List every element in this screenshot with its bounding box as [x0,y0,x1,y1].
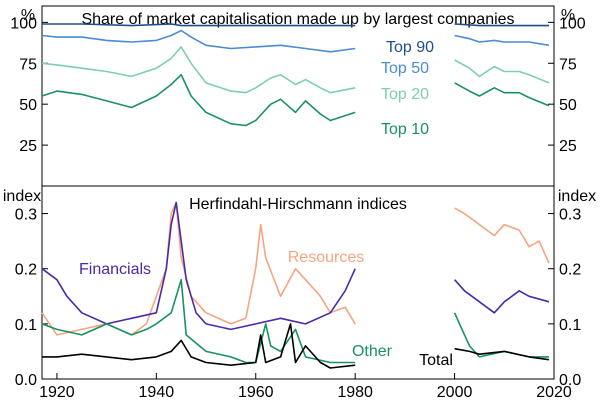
series-line-top-10 [41,73,550,127]
label-total: Total [419,352,453,369]
label-other: Other [352,343,393,360]
series-line-top-50 [41,29,550,53]
bottom-panel-frame [41,185,555,380]
top-y-tick-label-right: 75 [559,56,577,73]
x-tick-label: 1980 [337,384,373,401]
x-tick-label: 1960 [238,384,274,401]
bottom-y-tick-label-right: 0.1 [559,317,581,334]
top-y-tick-label-left: 75 [19,56,37,73]
series-lines [41,23,550,369]
label-top-20: Top 20 [381,86,429,103]
label-financials: Financials [79,261,151,278]
series-line-total [42,323,550,369]
label-top-90: Top 90 [386,39,434,56]
bottom-y-tick-label-left: 0.2 [15,262,37,279]
top-right-unit-label: % [561,7,575,24]
x-tick-label: 2000 [437,384,473,401]
top-y-tick-label-right: 25 [559,138,577,155]
series-line-top-90 [42,23,549,27]
top-y-tick-label-left: 100 [10,15,37,32]
top-panel-title: Share of market capitalisation made up b… [81,11,514,28]
x-axis-ticks: 1920 1940 1960 1980 2000 2020 [39,373,572,401]
bottom-y-tick-label-right: 0.2 [559,262,581,279]
bottom-y-tick-label-left: 0.1 [15,317,37,334]
series-line-top-20 [41,46,550,94]
bottom-y-ticks: 0.0 0.0 0.1 0.1 0.2 0.2 0.3 0.3 [15,207,582,389]
top-panel-frame [41,5,555,187]
top-y-ticks: 25 25 50 50 75 75 100 100 [10,15,586,155]
x-tick-label: 2020 [536,384,572,401]
x-tick-label: 1940 [139,384,175,401]
bottom-y-tick-label-right: 0.0 [559,372,581,389]
bottom-panel-title: Herfindahl-Hirschmann indices [189,196,407,213]
bottom-y-tick-label-right: 0.3 [559,207,581,224]
top-y-tick-label-right: 100 [559,15,586,32]
bottom-y-tick-label-left: 0.0 [15,372,37,389]
label-top-10: Top 10 [381,121,429,138]
bottom-right-unit-label: index [558,188,596,205]
bottom-y-tick-label-left: 0.3 [15,207,37,224]
top-y-tick-label-right: 50 [559,97,577,114]
series-line-financials [41,201,550,331]
bottom-left-unit-label: index [3,188,41,205]
x-tick-label: 1920 [39,384,75,401]
label-resources: Resources [288,249,364,266]
label-top-50: Top 50 [381,60,429,77]
top-left-unit-label: % [21,7,35,24]
top-y-tick-label-left: 50 [19,97,37,114]
top-y-tick-label-left: 25 [19,138,37,155]
